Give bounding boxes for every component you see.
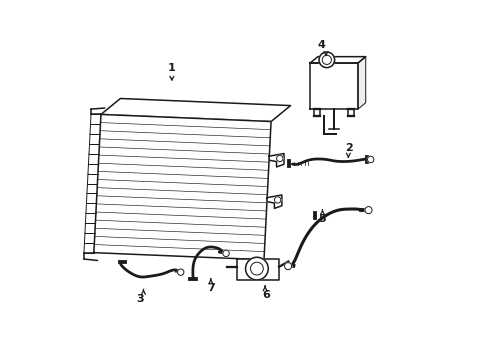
Polygon shape (94, 114, 270, 260)
Circle shape (177, 269, 183, 275)
Text: 1: 1 (167, 63, 175, 73)
Polygon shape (101, 99, 290, 122)
Circle shape (245, 257, 268, 280)
Polygon shape (357, 57, 365, 109)
Text: 4: 4 (317, 40, 325, 50)
Text: 3: 3 (136, 294, 143, 304)
Text: 5: 5 (318, 214, 325, 224)
Text: 7: 7 (206, 283, 214, 293)
Text: 6: 6 (261, 290, 269, 300)
Polygon shape (268, 153, 284, 167)
Text: 2: 2 (345, 143, 352, 153)
Polygon shape (236, 259, 279, 280)
Polygon shape (309, 63, 357, 109)
Circle shape (274, 197, 280, 203)
Circle shape (367, 156, 373, 163)
Circle shape (223, 250, 229, 257)
Circle shape (364, 207, 371, 214)
Circle shape (284, 262, 291, 270)
Circle shape (276, 155, 283, 162)
Polygon shape (266, 195, 281, 208)
Polygon shape (309, 57, 365, 63)
Circle shape (318, 52, 334, 68)
